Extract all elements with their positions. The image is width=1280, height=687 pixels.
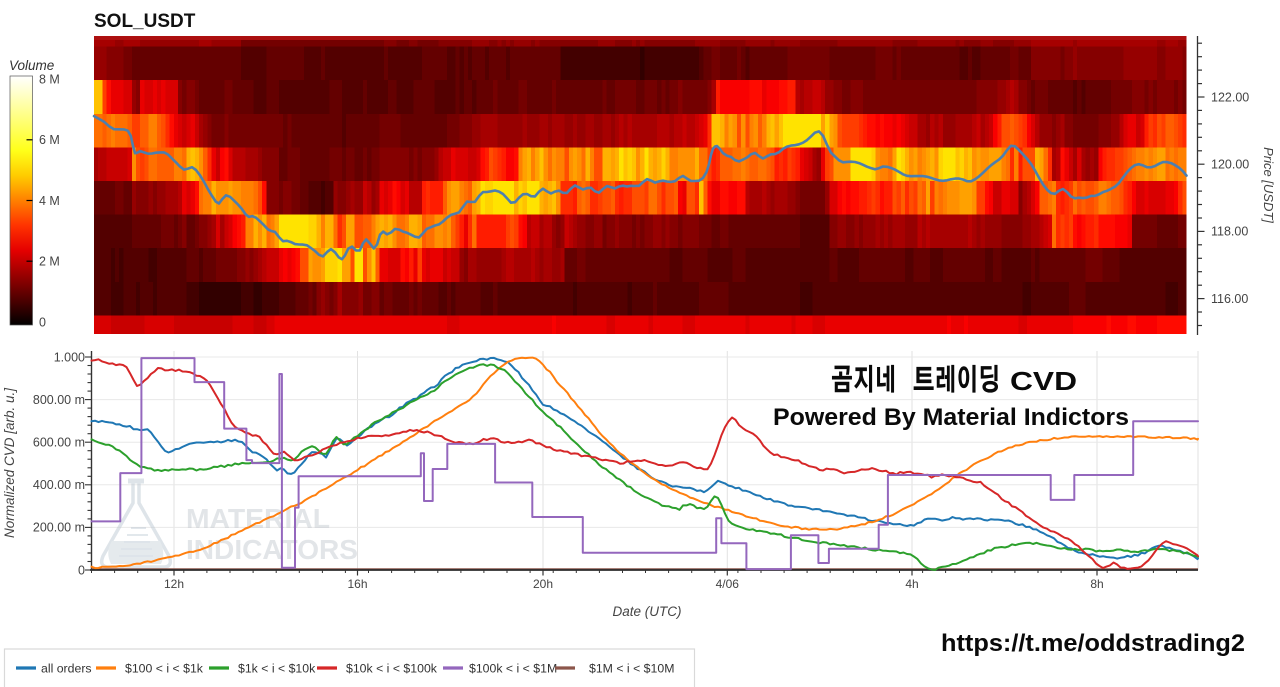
svg-text:4 M: 4 M [39, 194, 60, 208]
svg-text:Normalized CVD [arb. u.]: Normalized CVD [arb. u.] [2, 387, 17, 538]
svg-text:Volume: Volume [9, 58, 54, 73]
svg-text:600.00 m: 600.00 m [33, 436, 85, 450]
svg-text:4/06: 4/06 [716, 577, 740, 591]
svg-text:116.00: 116.00 [1211, 292, 1248, 306]
svg-text:0: 0 [39, 315, 46, 329]
svg-text:https://t.me/oddstrading2: https://t.me/oddstrading2 [941, 630, 1245, 657]
svg-text:$1M < i < $10M: $1M < i < $10M [589, 662, 674, 676]
svg-text:all orders: all orders [41, 662, 92, 676]
svg-text:4h: 4h [905, 577, 918, 591]
svg-text:MATERIAL: MATERIAL [186, 503, 330, 534]
svg-text:20h: 20h [533, 577, 553, 591]
svg-text:Date (UTC): Date (UTC) [612, 604, 681, 619]
svg-text:1.000: 1.000 [54, 350, 85, 364]
svg-text:0: 0 [78, 563, 85, 577]
svg-text:8 M: 8 M [39, 72, 60, 86]
svg-text:118.00: 118.00 [1211, 225, 1248, 239]
svg-text:$10k < i < $100k: $10k < i < $100k [346, 662, 438, 676]
svg-text:$100 < i < $1k: $100 < i < $1k [125, 662, 204, 676]
svg-text:6 M: 6 M [39, 133, 60, 147]
svg-text:16h: 16h [347, 577, 367, 591]
svg-text:120.00: 120.00 [1211, 158, 1249, 172]
svg-text:2 M: 2 M [39, 255, 60, 269]
svg-text:8h: 8h [1090, 577, 1103, 591]
svg-text:12h: 12h [164, 577, 184, 591]
svg-text:Powered By Material Indictors: Powered By Material Indictors [773, 404, 1129, 431]
svg-text:SOL_USDT: SOL_USDT [94, 11, 196, 32]
svg-text:800.00 m: 800.00 m [33, 393, 85, 407]
svg-text:400.00 m: 400.00 m [33, 478, 85, 492]
svg-text:Price [USDT]: Price [USDT] [1261, 147, 1276, 223]
svg-text:$100k < i < $1M: $100k < i < $1M [469, 662, 557, 676]
svg-text:$1k < i < $10k: $1k < i < $10k [238, 662, 316, 676]
svg-text:INDICATORS: INDICATORS [186, 534, 358, 565]
svg-text:CVD: CVD [1010, 366, 1077, 396]
svg-text:200.00 m: 200.00 m [33, 521, 85, 535]
svg-text:122.00: 122.00 [1211, 90, 1249, 104]
